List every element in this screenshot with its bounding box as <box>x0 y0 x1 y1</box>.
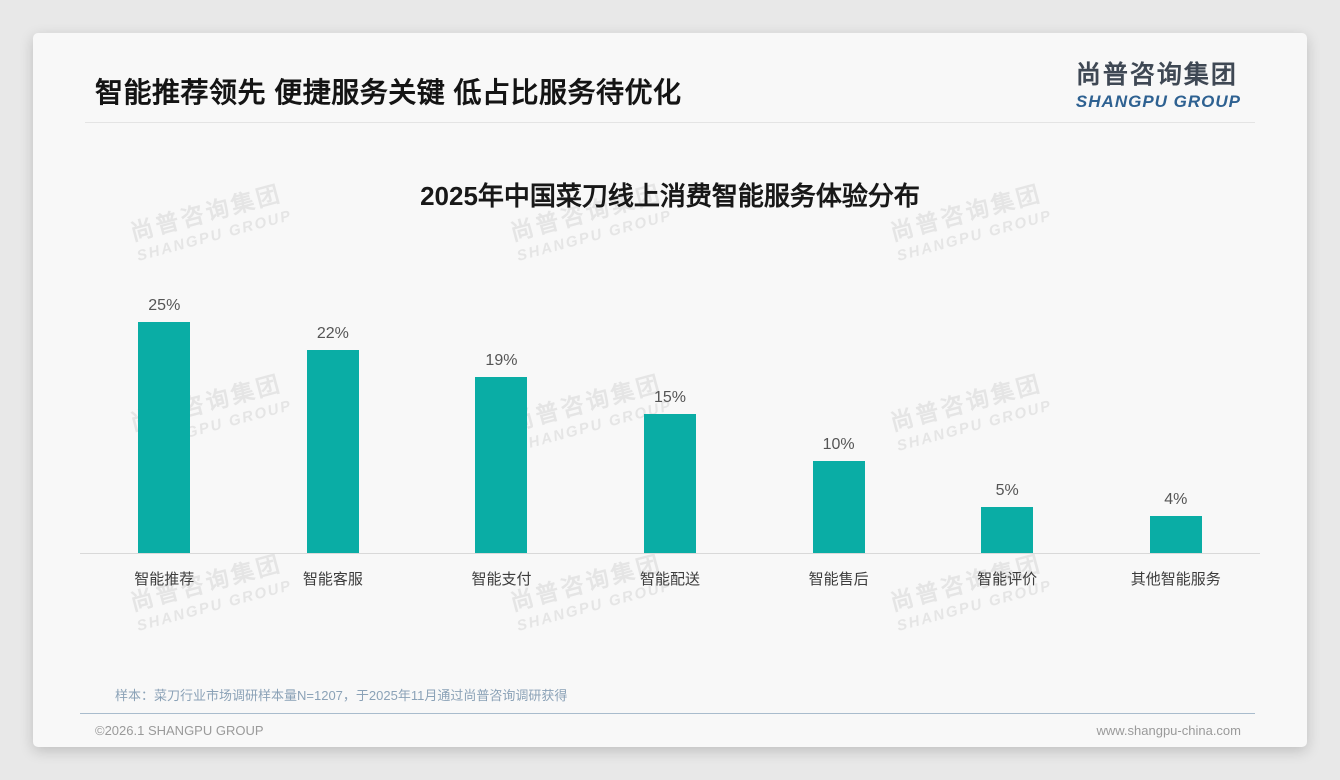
watermark-english-text: SHANGPU GROUP <box>895 206 1055 265</box>
bar-value-label: 25% <box>148 297 181 314</box>
bar-value-label: 10% <box>822 436 855 453</box>
category-label: 智能评价 <box>977 571 1038 588</box>
bar <box>475 377 528 553</box>
sample-note: 样本：菜刀行业市场调研样本量N=1207，于2025年11月通过尚普咨询调研获得 <box>115 688 568 703</box>
bar <box>138 322 191 553</box>
logo-chinese-text: 尚普咨询集团 <box>1075 61 1238 89</box>
logo-english-text: SHANGPU GROUP <box>1075 92 1241 111</box>
bar-value-label: 15% <box>654 389 687 406</box>
bar-value-label: 4% <box>1164 491 1188 508</box>
bar <box>644 414 697 553</box>
category-label: 智能客服 <box>302 571 363 588</box>
chart-title: 2025年中国菜刀线上消费智能服务体验分布 <box>420 181 920 211</box>
bar-column: 15% <box>586 389 755 553</box>
footer-divider <box>80 713 1255 714</box>
page-title: 智能推荐领先 便捷服务关键 低占比服务待优化 <box>95 77 682 108</box>
bar-value-label: 5% <box>995 482 1019 499</box>
bars-row: 25% 22% 19% 15% 10% 5% 4% <box>80 292 1260 553</box>
bar-column: 25% <box>80 297 249 553</box>
bar <box>812 461 865 553</box>
bar-value-label: 22% <box>316 325 349 342</box>
category-label: 智能推荐 <box>134 571 195 588</box>
title-divider <box>85 122 1255 123</box>
footer-bar: ©2026.1 SHANGPU GROUP www.shangpu-china.… <box>95 723 1241 738</box>
bar <box>1149 516 1202 553</box>
bar-column: 19% <box>417 352 586 553</box>
category-label: 智能配送 <box>640 571 701 588</box>
watermark-english-text: SHANGPU GROUP <box>135 206 295 265</box>
bar-column: 22% <box>249 325 418 553</box>
report-slide: 尚普咨询集团 SHANGPU GROUP 尚普咨询集团 SHANGPU GROUP 尚普… <box>33 33 1307 747</box>
bar <box>306 350 359 553</box>
category-labels-row: 智能推荐 智能客服 智能支付 智能配送 智能售后 智能评价 其他智能服务 <box>80 568 1260 589</box>
copyright-text: ©2026.1 SHANGPU GROUP <box>95 723 264 738</box>
bar-value-label: 19% <box>485 352 518 369</box>
category-label: 其他智能服务 <box>1130 571 1221 588</box>
bar-column: 10% <box>754 436 923 553</box>
company-logo: 尚普咨询集团 SHANGPU GROUP <box>1076 55 1241 112</box>
category-label: 智能支付 <box>471 571 532 588</box>
category-label: 智能售后 <box>808 571 869 588</box>
bar-chart: 25% 22% 19% 15% 10% 5% 4% 智能推荐 智能客服 智能支付 智能配送 智能售后… <box>80 292 1260 589</box>
x-axis-line <box>80 553 1260 554</box>
bar-column: 4% <box>1091 491 1260 553</box>
website-link[interactable]: www.shangpu-china.com <box>1096 723 1241 738</box>
bar <box>981 507 1034 553</box>
watermark-english-text: SHANGPU GROUP <box>515 206 675 265</box>
bar-column: 5% <box>923 482 1092 553</box>
